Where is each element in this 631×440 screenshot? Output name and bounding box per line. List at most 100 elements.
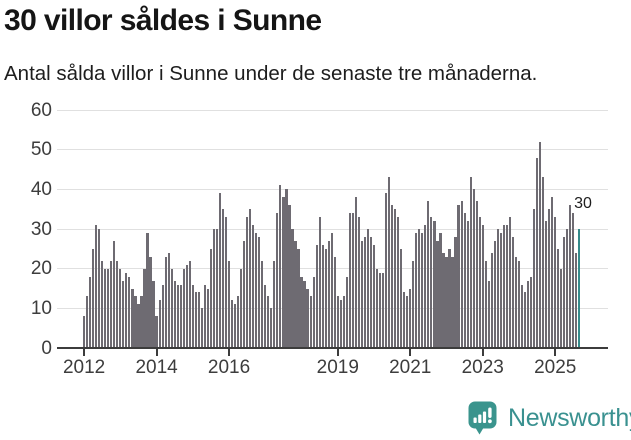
bar	[327, 240, 330, 348]
bar	[448, 248, 451, 348]
y-axis-label: 60	[30, 99, 52, 121]
bar	[560, 268, 563, 348]
bar	[388, 177, 391, 348]
bar	[409, 288, 412, 348]
bar	[345, 276, 348, 348]
bar	[170, 268, 173, 348]
bar	[391, 205, 394, 348]
bar	[472, 189, 475, 348]
bar	[167, 252, 170, 348]
bar	[536, 157, 539, 348]
bar	[478, 217, 481, 348]
bar	[309, 296, 312, 348]
x-axis-label: 2023	[461, 357, 504, 378]
x-axis-label: 2021	[389, 357, 432, 378]
newsworthy-logo[interactable]: Newsworthy	[468, 401, 631, 435]
bar	[291, 229, 294, 348]
bar	[539, 141, 542, 348]
bar	[529, 276, 533, 348]
bar	[209, 248, 213, 348]
bar	[400, 248, 403, 348]
bar	[285, 189, 288, 348]
bar	[466, 221, 469, 348]
bar	[294, 240, 297, 348]
bar	[442, 252, 445, 348]
bar	[197, 292, 200, 348]
bar	[221, 209, 225, 348]
bar	[146, 232, 149, 348]
bar	[475, 201, 478, 348]
bar	[164, 256, 167, 348]
last-value-label: 30	[574, 195, 592, 212]
bar	[439, 232, 442, 348]
bar	[224, 217, 228, 348]
bar	[412, 260, 415, 348]
x-axis-label: 2014	[135, 357, 178, 378]
page-title: 30 villor såldes i Sunne	[4, 4, 322, 37]
bar	[324, 248, 327, 348]
bar	[369, 236, 373, 348]
bar	[445, 256, 448, 348]
bar	[378, 272, 382, 348]
bar	[258, 236, 261, 348]
bar	[517, 260, 521, 348]
bar	[433, 221, 436, 348]
bar	[490, 252, 493, 348]
bar	[554, 217, 557, 348]
bar	[406, 296, 409, 348]
x-axis-tick	[228, 349, 231, 356]
bar	[312, 276, 315, 348]
x-axis-tick	[336, 349, 339, 356]
bar	[321, 244, 324, 348]
bar	[381, 272, 385, 348]
y-axis-label: 30	[30, 218, 52, 240]
bar	[493, 240, 496, 348]
bar	[566, 229, 569, 348]
bar	[128, 276, 131, 348]
bar	[421, 232, 424, 348]
bar	[351, 213, 354, 348]
bar	[454, 236, 457, 348]
bar	[511, 236, 515, 348]
bar	[122, 280, 125, 348]
bar	[333, 256, 336, 348]
bar	[152, 280, 155, 348]
bar	[532, 209, 536, 348]
bar	[360, 240, 364, 348]
bar	[98, 229, 101, 348]
bar	[116, 260, 119, 348]
bar	[548, 209, 551, 348]
bar	[457, 205, 460, 348]
bar	[203, 284, 206, 348]
bar	[212, 229, 216, 348]
bar	[101, 260, 104, 348]
bar	[158, 300, 161, 348]
bar	[526, 280, 530, 348]
bar	[194, 292, 197, 348]
bar	[234, 304, 237, 348]
bar	[276, 213, 279, 348]
x-axis-label: 2016	[207, 357, 251, 378]
bar	[185, 264, 188, 348]
bar	[551, 197, 554, 348]
bar	[354, 197, 357, 348]
bar	[288, 205, 291, 348]
bar	[569, 205, 572, 348]
x-axis-tick	[83, 349, 86, 356]
bar	[502, 225, 505, 348]
bar	[523, 292, 527, 348]
bar	[173, 280, 176, 348]
bar	[318, 217, 321, 348]
bar	[176, 284, 179, 348]
bar	[110, 260, 113, 348]
bar	[252, 225, 255, 348]
bar	[542, 177, 545, 348]
bar	[131, 288, 134, 348]
bar	[505, 225, 508, 348]
bar	[89, 276, 92, 348]
bar	[137, 304, 140, 348]
gridline	[57, 188, 608, 190]
bar	[104, 268, 107, 348]
y-axis-label: 40	[30, 178, 52, 200]
